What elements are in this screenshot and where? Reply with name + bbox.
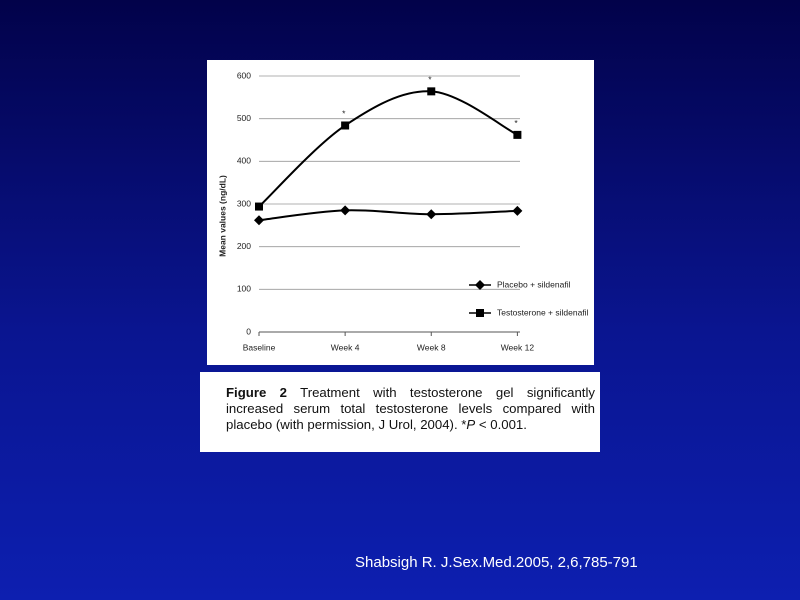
caption: Figure 2 Treatment with testosterone gel…: [200, 372, 600, 452]
marker: [426, 209, 437, 220]
y-tick-label: 500: [237, 113, 251, 123]
x-tick-label: Week 8: [417, 342, 446, 352]
legend-label: Testosterone + sildenafil: [497, 307, 589, 317]
y-tick-label: 400: [237, 156, 251, 166]
marker: [475, 280, 485, 290]
y-tick-label: 100: [237, 284, 251, 294]
y-tick-label: 0: [246, 326, 251, 336]
marker: [254, 215, 264, 226]
caption-text: Treatment with testosterone gel signific…: [226, 385, 595, 432]
x-tick-label: Baseline: [243, 342, 276, 352]
y-tick-label: 300: [237, 198, 251, 208]
legend-label: Placebo + sildenafil: [497, 279, 571, 289]
y-tick-label: 600: [237, 70, 251, 80]
caption-italic: P: [466, 417, 476, 432]
x-tick-label: Week 12: [501, 342, 535, 352]
annotation: *: [514, 118, 518, 128]
series-line: [258, 209, 518, 222]
marker: [340, 205, 351, 216]
marker: [512, 205, 523, 216]
y-tick-label: 200: [237, 241, 251, 251]
x-tick-label: Week 4: [331, 342, 360, 352]
series-line: [258, 90, 518, 208]
marker: [255, 202, 263, 211]
caption-label: Figure 2: [226, 385, 287, 400]
marker: [427, 87, 436, 96]
y-axis-label: Mean values (ng/dL): [217, 175, 227, 257]
footer: Shabsigh R. J.Sex.Med.2005, 2,6,785-791: [355, 554, 638, 571]
chart: Mean values (ng/dL) 0 100 200 300 400 500 600 B…: [207, 60, 594, 365]
annotation: *: [342, 109, 346, 119]
marker: [476, 309, 484, 317]
caption-after: < 0.001.: [475, 417, 527, 432]
marker: [341, 121, 350, 130]
marker: [513, 130, 522, 139]
annotation: *: [428, 75, 432, 85]
